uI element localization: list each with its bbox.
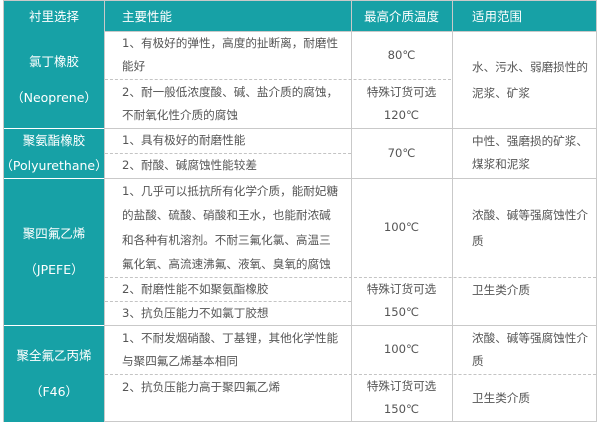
lining-code: （F46）	[29, 383, 79, 399]
lining-polyurethane: 聚氨酯橡胶 （Polyurethane）	[0, 128, 108, 178]
text-line: 水、污水、弱磨损性的	[472, 59, 588, 74]
lining-name: 聚四氟乙烯	[22, 225, 86, 241]
property-cell: 1、具有极好的耐磨性能	[104, 128, 351, 153]
text-line: 特殊订货可选	[366, 84, 437, 99]
property-cell: 1、几乎可以抵抗所有化学介质，能耐妃糖 的盐酸、硫酸、硝酸和王水，也能耐浓碱 和…	[104, 178, 351, 277]
temp-cell: 100℃	[351, 178, 452, 277]
temp-cell: 特殊订货可选 120℃	[351, 79, 452, 128]
header-max-temp: 最高介质温度	[351, 1, 452, 31]
lining-f46: 聚全氟乙丙烯 （F46）	[4, 325, 104, 422]
dashed-divider	[105, 301, 351, 302]
lining-name: 氯丁橡胶	[28, 53, 79, 69]
lining-name: 聚全氟乙丙烯	[16, 347, 92, 363]
column-divider	[351, 1, 352, 421]
temp-cell: 特殊订货可选 150℃	[351, 277, 452, 325]
text-line: 1、具有极好的耐磨性能	[122, 133, 246, 147]
text-line: 1、有极好的弹性，高度的扯断离，耐磨性	[122, 36, 339, 50]
text-line: 1、几乎可以抵抗所有化学介质，能耐妃糖	[122, 183, 339, 198]
lining-code: （JPEFE）	[24, 261, 84, 277]
text-line: 能好	[122, 59, 146, 73]
temp-cell: 特殊订货可选 150℃	[351, 374, 452, 422]
text-line: 质	[472, 353, 484, 368]
application-cell: 浓酸、碱等强腐蚀性介 质	[452, 325, 596, 374]
lining-ptfe: 聚四氟乙烯 （JPEFE）	[4, 178, 104, 325]
text-line: 120℃	[383, 107, 420, 122]
text-line: 浓酸、碱等强腐蚀性介	[472, 207, 588, 222]
header-properties: 主要性能	[104, 1, 351, 31]
row-divider	[104, 325, 596, 326]
text-line: 2、耐磨性能不如聚氨酯橡胶	[122, 281, 269, 296]
row-divider	[4, 325, 104, 326]
property-cell: 2、耐一般低浓度酸、碱、盐介质的腐蚀， 不耐氧化性介质的腐蚀	[104, 79, 351, 128]
property-cell: 3、抗负压能力不如氯丁胶想	[104, 301, 351, 325]
text-line: 浓酸、碱等强腐蚀性介	[472, 330, 588, 345]
row-divider	[104, 31, 596, 32]
text-line: 70℃	[387, 145, 416, 160]
application-cell: 水、污水、弱磨损性的 泥浆、矿浆	[452, 31, 596, 128]
property-cell: 2、耐磨性能不如聚氨酯橡胶	[104, 277, 351, 301]
row-divider	[4, 178, 104, 179]
row-divider	[104, 178, 596, 179]
text-line: 氟化氧、高流速沸氟、液氧、臭氧的腐蚀	[122, 257, 331, 271]
application-cell: 卫生类介质	[452, 277, 596, 325]
temp-cell: 80℃	[351, 31, 452, 79]
text-line: 质	[472, 233, 484, 248]
text-line: 中性、强磨损的矿浆、	[472, 134, 588, 148]
text-line: 2、耐酸、碱腐蚀性能较差	[122, 158, 257, 172]
text-line: 卫生类介质	[472, 390, 530, 405]
lining-code: （Polyurethane）	[0, 158, 108, 173]
temp-cell: 70℃	[351, 128, 452, 178]
header-lining: 衬里选择	[4, 1, 104, 31]
text-line: 不耐氧化性介质的腐蚀	[122, 107, 238, 122]
text-line: 卫生类介质	[472, 283, 530, 297]
text-line: 特殊订货可选	[366, 379, 437, 393]
property-cell: 2、抗负压能力高于聚四氟乙烯	[104, 374, 351, 422]
lining-code: （Neoprene）	[11, 89, 97, 105]
application-cell: 浓酸、碱等强腐蚀性介 质	[452, 178, 596, 277]
text-line: 80℃	[387, 47, 416, 62]
application-cell: 中性、强磨损的矿浆、 煤浆和泥浆	[452, 128, 596, 178]
text-line: 150℃	[383, 402, 420, 416]
lining-name: 聚氨酯橡胶	[22, 133, 86, 148]
text-line: 和各种有机溶剂。不耐三氟化氯、高温三	[122, 232, 331, 247]
text-line: 的盐酸、硫酸、硝酸和王水，也能耐浓碱	[122, 208, 331, 222]
text-line: 煤浆和泥浆	[472, 157, 530, 171]
dashed-divider	[105, 374, 596, 375]
text-line: 100℃	[383, 220, 420, 234]
dashed-divider	[105, 79, 451, 80]
column-divider	[452, 1, 453, 421]
property-cell: 2、耐酸、碱腐蚀性能较差	[104, 153, 351, 178]
dashed-divider	[105, 153, 351, 154]
text-line: 与聚四氟乙烯基本相同	[122, 353, 238, 368]
header-application: 适用范围	[452, 1, 596, 31]
text-line: 100℃	[383, 342, 420, 356]
text-line: 特殊订货可选	[366, 282, 437, 296]
property-cell: 1、不耐发烟硝酸、丁基锂，其他化学性能 与聚四氟乙烯基本相同	[104, 325, 351, 374]
text-line: 1、不耐发烟硝酸、丁基锂，其他化学性能	[122, 330, 339, 345]
column-divider	[104, 1, 105, 421]
text-line: 2、抗负压能力高于聚四氟乙烯	[122, 380, 281, 394]
text-line: 2、耐一般低浓度酸、碱、盐介质的腐蚀，	[122, 84, 339, 99]
temp-cell: 100℃	[351, 325, 452, 374]
text-line: 3、抗负压能力不如氯丁胶想	[122, 305, 269, 320]
application-cell: 卫生类介质	[452, 374, 596, 422]
row-divider	[4, 128, 104, 129]
dashed-divider	[105, 277, 596, 278]
text-line: 泥浆、矿浆	[472, 85, 530, 100]
property-cell: 1、有极好的弹性，高度的扯断离，耐磨性 能好	[104, 31, 351, 79]
row-divider	[104, 128, 596, 129]
text-line: 150℃	[383, 305, 420, 319]
lining-neoprene: 氯丁橡胶 （Neoprene）	[4, 31, 104, 128]
